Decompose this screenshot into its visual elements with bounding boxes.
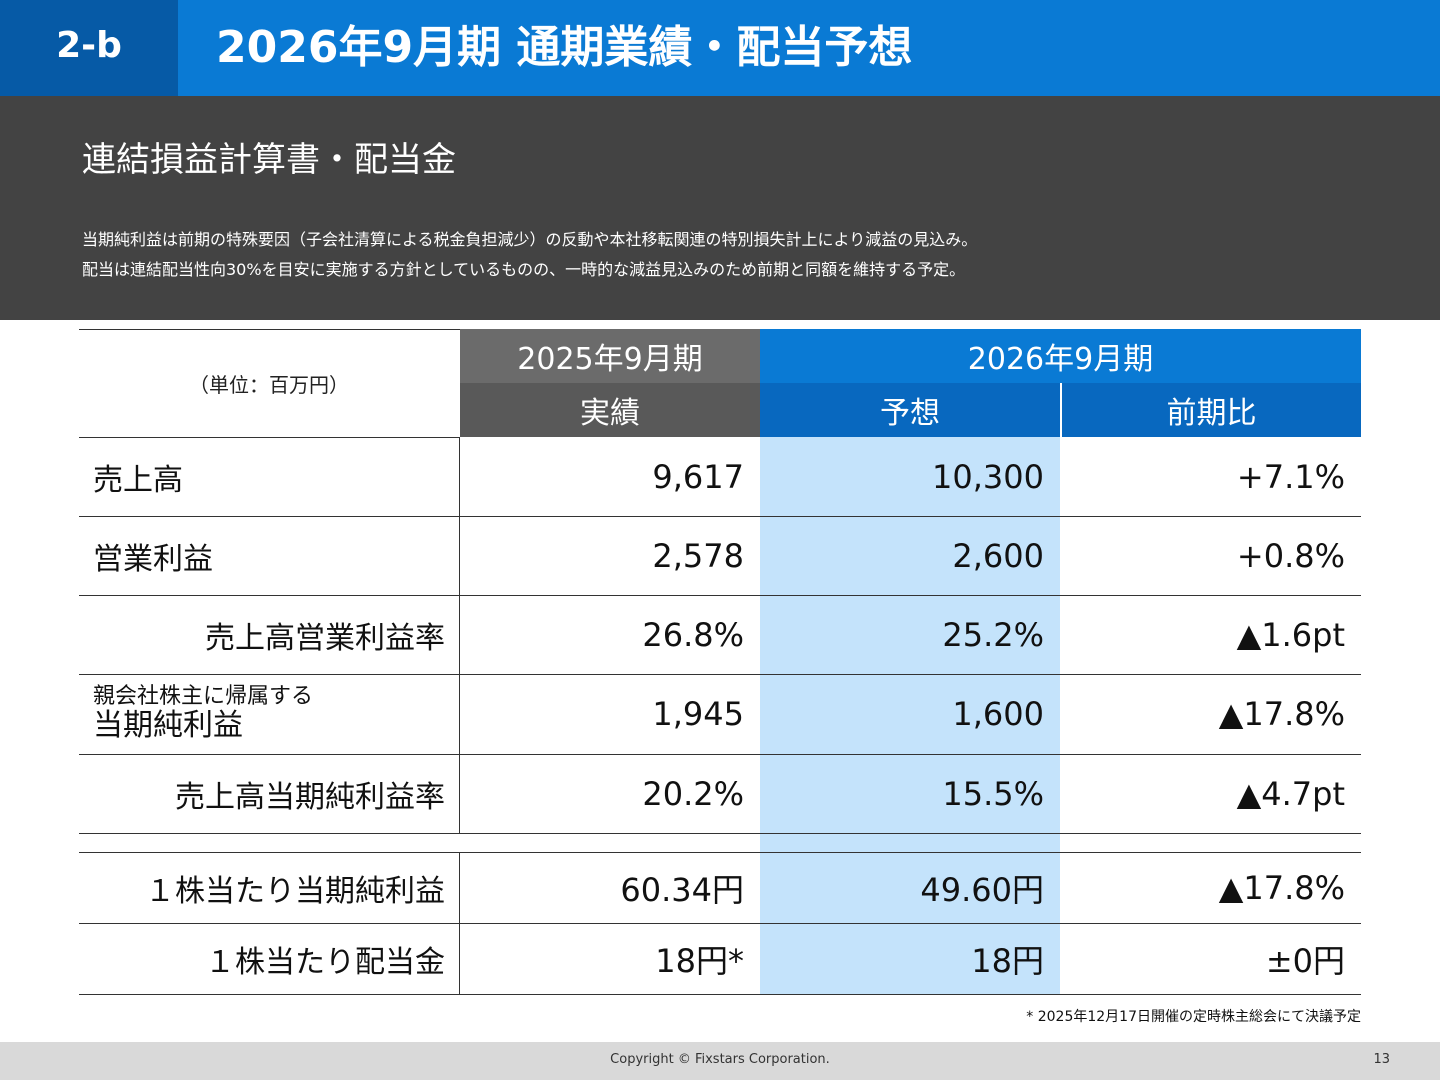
operating-margin-forecast: 25.2% bbox=[942, 615, 1044, 654]
dividend-actual: 18円* bbox=[655, 941, 744, 980]
slide-header: 2-b 2026年9月期 通期業績・配当予想 bbox=[0, 0, 1440, 96]
row-label-eps: １株当たり当期純利益 bbox=[145, 873, 445, 909]
operating-profit-forecast: 2,600 bbox=[952, 536, 1044, 575]
row-label-operating-margin: 売上高営業利益率 bbox=[205, 620, 445, 656]
row-label-net-margin: 売上高当期純利益率 bbox=[175, 779, 445, 815]
eps-forecast: 49.60円 bbox=[920, 870, 1044, 909]
net-income-label: 当期純利益 bbox=[93, 708, 243, 743]
net-sales-forecast: 10,300 bbox=[932, 457, 1044, 496]
actual-column-header: 実績 bbox=[460, 383, 760, 437]
row-label-net-sales: 売上高 bbox=[93, 462, 183, 498]
slide-footer: Copyright © Fixstars Corporation. 13 bbox=[0, 1042, 1440, 1080]
description-line-1: 当期純利益は前期の特殊要因（子会社清算による税金負担減少）の反動や本社移転関連の… bbox=[82, 230, 978, 249]
eps-actual: 60.34円 bbox=[620, 870, 744, 909]
operating-profit-yoy: +0.8% bbox=[1236, 536, 1345, 575]
forecast-column-highlight bbox=[760, 437, 1060, 994]
period-next-header: 2026年9月期 bbox=[760, 329, 1361, 383]
operating-margin-yoy: ▲1.6pt bbox=[1236, 615, 1345, 654]
operating-profit-actual: 2,578 bbox=[652, 536, 744, 575]
section-subtitle: 連結損益計算書・配当金 bbox=[82, 140, 456, 180]
operating-margin-actual: 26.8% bbox=[642, 615, 744, 654]
net-margin-actual: 20.2% bbox=[642, 774, 744, 813]
row-label-dividend: １株当たり配当金 bbox=[205, 944, 445, 980]
description-line-2: 配当は連結配当性向30%を目安に実施する方針としているものの、一時的な減益見込み… bbox=[82, 260, 966, 279]
dividend-yoy: ±0円 bbox=[1265, 941, 1345, 980]
slide-title: 2026年9月期 通期業績・配当予想 bbox=[216, 22, 913, 73]
net-sales-yoy: +7.1% bbox=[1236, 457, 1345, 496]
summary-band: 連結損益計算書・配当金 当期純利益は前期の特殊要因（子会社清算による税金負担減少… bbox=[0, 96, 1440, 320]
forecast-table: （単位：百万円） 2025年9月期 2026年9月期 実績 予想 前期比 売上高… bbox=[79, 329, 1361, 995]
row-label-net-income: 親会社株主に帰属する 当期純利益 bbox=[79, 674, 459, 754]
eps-yoy: ▲17.8% bbox=[1218, 868, 1345, 907]
dividend-forecast: 18円 bbox=[971, 941, 1044, 980]
net-margin-yoy: ▲4.7pt bbox=[1236, 774, 1345, 813]
footnote: * 2025年12月17日開催の定時株主総会にて決議予定 bbox=[1026, 1009, 1361, 1025]
yoy-column-header: 前期比 bbox=[1061, 383, 1361, 437]
section-number: 2-b bbox=[0, 0, 178, 96]
unit-label: （単位：百万円） bbox=[189, 372, 349, 397]
period-prev-header: 2025年9月期 bbox=[460, 329, 760, 383]
net-income-label-prefix: 親会社株主に帰属する bbox=[93, 684, 314, 709]
net-income-forecast: 1,600 bbox=[952, 695, 1044, 733]
net-income-actual: 1,945 bbox=[652, 695, 744, 733]
copyright: Copyright © Fixstars Corporation. bbox=[610, 1052, 830, 1067]
row-label-operating-profit: 営業利益 bbox=[93, 541, 213, 577]
forecast-column-header: 予想 bbox=[760, 383, 1060, 437]
net-margin-forecast: 15.5% bbox=[942, 774, 1044, 813]
page-number: 13 bbox=[1373, 1052, 1390, 1067]
net-sales-actual: 9,617 bbox=[652, 457, 744, 496]
net-income-yoy: ▲17.8% bbox=[1218, 695, 1345, 733]
